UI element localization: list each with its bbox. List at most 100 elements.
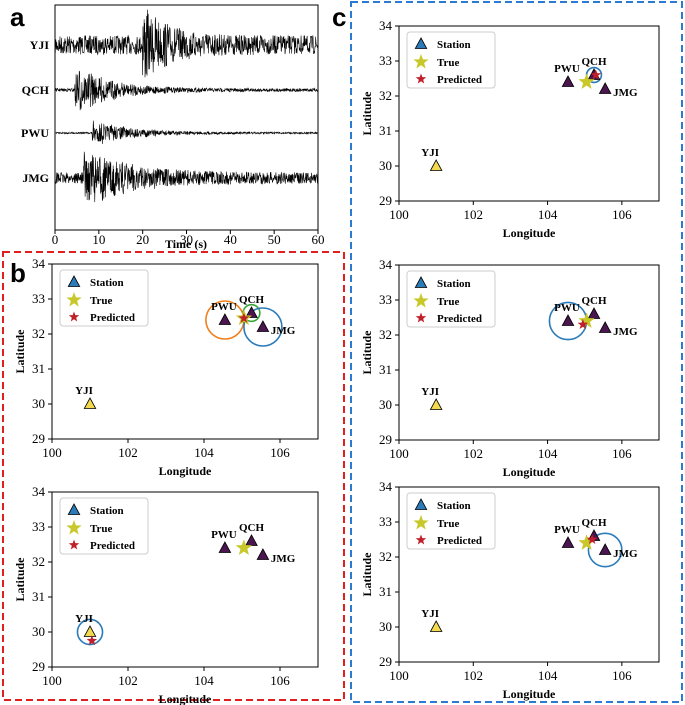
map-chart-4: 100 102 104 106 29 30 31 32 33 34 Longitude Latitud… [360, 257, 660, 479]
x-tick-label: 100 [389, 668, 409, 683]
legend-station-marker [414, 498, 428, 510]
legend-label: Predicted [437, 535, 482, 547]
x-axis-label: Longitude [159, 464, 212, 478]
y-tick-label: 33 [379, 292, 392, 307]
y-tick-label: 33 [32, 291, 45, 306]
legend-station-marker [67, 275, 81, 287]
x-axis-label: Longitude [503, 687, 556, 701]
legend-label: Predicted [437, 313, 482, 325]
station-label: YJI [421, 147, 439, 159]
station-label: PWU [211, 301, 237, 313]
y-tick-label: 34 [379, 18, 393, 33]
y-tick-label: 32 [32, 554, 45, 569]
x-tick-label: 106 [612, 207, 632, 222]
station-label: PWU [554, 302, 580, 314]
legend-label: True [437, 57, 460, 69]
x-tick-label: 102 [464, 446, 484, 461]
station-marker [429, 398, 443, 410]
predicted-location-star [586, 534, 598, 544]
x-tick-label: 102 [118, 445, 138, 460]
waveform-xtick-label: 50 [268, 232, 281, 247]
station-marker [218, 313, 232, 325]
y-axis-label: Latitude [360, 330, 374, 375]
distance-circle [243, 307, 283, 347]
legend-box [59, 269, 149, 327]
station-label: QCH [581, 56, 607, 68]
station-label: PWU [554, 63, 580, 75]
station-marker [561, 536, 575, 548]
y-tick-label: 31 [379, 362, 392, 377]
x-tick-label: 106 [270, 445, 290, 460]
station-label: JMG [613, 87, 638, 99]
y-tick-label: 32 [379, 327, 392, 342]
x-axis-label: Longitude [503, 465, 556, 479]
x-tick-label: 106 [612, 446, 632, 461]
legend: Station True Predicted [59, 269, 149, 327]
legend-label: Station [437, 500, 471, 512]
legend-station-marker [414, 276, 428, 288]
waveform-trace-pwu [54, 120, 319, 145]
legend-label: Predicted [90, 540, 135, 552]
station-marker [245, 306, 258, 318]
legend-station-marker [67, 503, 81, 515]
waveform-station-label: YJI [30, 38, 50, 52]
x-tick-label: 106 [612, 668, 632, 683]
y-tick-label: 31 [32, 361, 45, 376]
plot-frame [398, 264, 660, 441]
y-tick-label: 31 [379, 123, 392, 138]
legend-label: Predicted [90, 312, 135, 324]
station-marker [245, 534, 258, 546]
station-label: YJI [75, 385, 93, 397]
station-label: JMG [271, 553, 296, 565]
legend: Station True Predicted [406, 492, 496, 550]
y-tick-label: 33 [32, 519, 45, 534]
legend-station-marker [414, 37, 428, 49]
legend: Station True Predicted [59, 497, 149, 555]
x-tick-label: 104 [194, 673, 214, 688]
legend-predicted-marker [68, 311, 80, 322]
waveform-trace-jmg [54, 151, 319, 203]
waveform-xtick-label: 10 [92, 232, 105, 247]
waveform-xtick-label: 0 [52, 232, 59, 247]
legend-label: Station [90, 505, 124, 517]
map-chart-5: 100 102 104 106 29 30 31 32 33 34 Longitude Latitud… [360, 479, 660, 701]
y-tick-label: 30 [32, 624, 45, 639]
panel-c-border [350, 1, 683, 703]
plot-frame [398, 25, 660, 202]
station-marker [83, 625, 97, 637]
y-tick-label: 30 [32, 396, 45, 411]
x-axis-label: Longitude [159, 692, 212, 705]
x-tick-label: 104 [194, 445, 214, 460]
y-tick-label: 29 [379, 193, 392, 208]
station-marker [561, 314, 575, 326]
station-label: QCH [581, 295, 607, 307]
panel-letter-a: a [10, 2, 25, 32]
station-label: PWU [211, 529, 237, 541]
station-label: QCH [239, 294, 265, 306]
station-marker [598, 543, 612, 555]
plot-frame [398, 486, 660, 663]
plot-frame [51, 491, 319, 668]
waveform-trace-yji [54, 9, 319, 78]
waveform-station-label: JMG [22, 171, 49, 185]
y-tick-label: 31 [32, 589, 45, 604]
legend-label: True [437, 518, 460, 530]
x-tick-label: 102 [464, 668, 484, 683]
y-axis-label: Latitude [360, 91, 374, 136]
map-chart-1: 100 102 104 106 29 30 31 32 33 34 Longitude Latitud… [13, 256, 319, 478]
waveform-xtick-label: 30 [180, 232, 193, 247]
station-marker [429, 159, 443, 171]
predicted-location-star [86, 635, 98, 646]
legend-box [59, 497, 149, 555]
true-location-star [578, 73, 595, 90]
x-tick-label: 104 [538, 446, 558, 461]
legend: Station True Predicted [406, 270, 496, 328]
y-tick-label: 32 [32, 326, 45, 341]
station-label: QCH [239, 522, 265, 534]
station-marker [429, 620, 443, 632]
station-label: YJI [75, 613, 93, 625]
predicted-location-star [238, 312, 250, 323]
true-location-star [235, 539, 253, 556]
legend-label: Station [437, 278, 471, 290]
station-marker [218, 541, 232, 553]
